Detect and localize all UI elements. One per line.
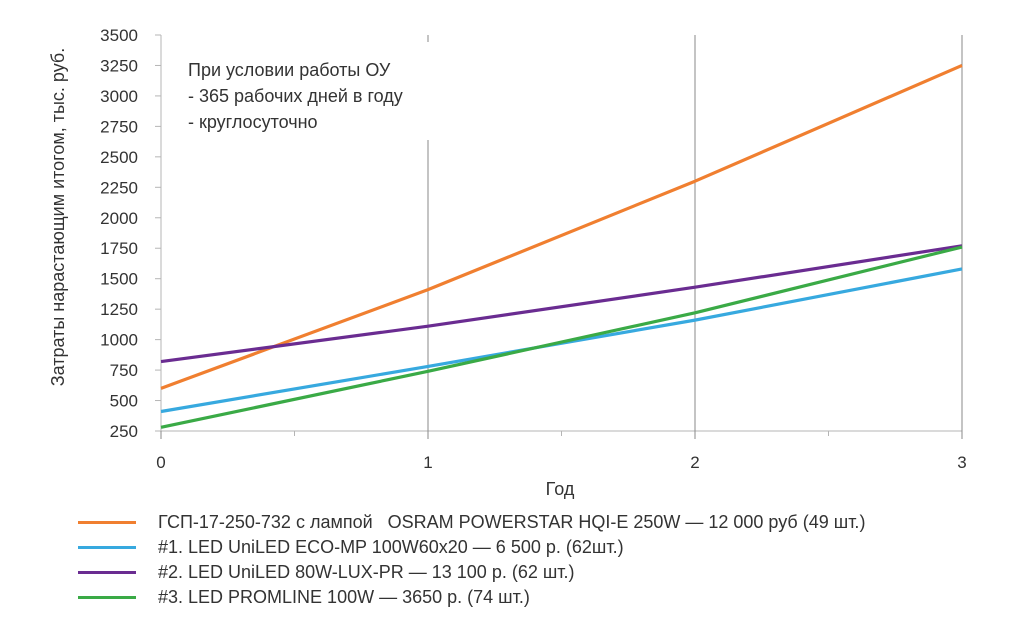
series-line-2 xyxy=(160,267,963,414)
y-axis-title: Затраты нарастающим итогом, тыс. руб. xyxy=(48,48,68,386)
annotation-line-1: При условии работы ОУ xyxy=(188,60,391,80)
legend: ГСП-17-250-732 с лампой OSRAM POWERSTAR … xyxy=(78,510,865,610)
y-tick-label: 1750 xyxy=(100,239,138,258)
legend-label: #2. LED UniLED 80W-LUX-PR — 13 100 р. (6… xyxy=(158,562,575,582)
y-tick-label: 1250 xyxy=(100,300,138,319)
y-axis: 250 500 750 1000 1250 1500 1750 2000 2250 2500 275… xyxy=(100,26,161,441)
annotation-background xyxy=(176,42,438,140)
y-tick-label: 2250 xyxy=(100,178,138,197)
legend-label: #1. LED UniLED ECO-MP 100W60x20 — 6 500 … xyxy=(158,537,624,557)
series-lines xyxy=(160,63,963,429)
legend-swatch xyxy=(78,571,136,574)
legend-item: ГСП-17-250-732 с лампой OSRAM POWERSTAR … xyxy=(78,510,865,535)
y-tick-label: 3250 xyxy=(100,56,138,75)
series-line-4 xyxy=(160,245,963,429)
x-tick-label: 1 xyxy=(423,453,432,472)
y-tick-label: 1000 xyxy=(100,331,138,350)
x-axis-title: Год xyxy=(546,479,575,499)
y-tick-label: 2000 xyxy=(100,209,138,228)
y-tick-label: 2500 xyxy=(100,148,138,167)
x-tick-label: 0 xyxy=(156,453,165,472)
x-tick-label: 3 xyxy=(957,453,966,472)
legend-item: #1. LED UniLED ECO-MP 100W60x20 — 6 500 … xyxy=(78,535,865,560)
legend-label: ГСП-17-250-732 с лампой OSRAM POWERSTAR … xyxy=(158,512,866,532)
x-tick-label: 2 xyxy=(690,453,699,472)
series-line-3 xyxy=(160,244,963,364)
y-tick-label: 500 xyxy=(110,392,138,411)
legend-swatch xyxy=(78,521,136,524)
annotation-line-3: - круглосуточно xyxy=(188,112,318,132)
y-tick-label: 3000 xyxy=(100,87,138,106)
annotation-box: При условии работы ОУ - 365 рабочих дней… xyxy=(176,42,438,140)
line-chart: 250 500 750 1000 1250 1500 1750 2000 2250 2500 275… xyxy=(48,26,967,499)
y-tick-label: 2750 xyxy=(100,117,138,136)
legend-swatch xyxy=(78,546,136,549)
x-axis: 0 1 2 3 xyxy=(156,431,967,472)
y-tick-label: 3500 xyxy=(100,26,138,45)
legend-item: #2. LED UniLED 80W-LUX-PR — 13 100 р. (6… xyxy=(78,560,865,585)
y-tick-label: 750 xyxy=(110,361,138,380)
legend-item: #3. LED PROMLINE 100W — 3650 р. (74 шт.) xyxy=(78,585,865,610)
legend-swatch xyxy=(78,596,136,599)
legend-label: #3. LED PROMLINE 100W — 3650 р. (74 шт.) xyxy=(158,587,530,607)
series-line-1 xyxy=(160,63,963,390)
annotation-line-2: - 365 рабочих дней в году xyxy=(188,86,403,106)
y-tick-label: 250 xyxy=(110,422,138,441)
y-tick-label: 1500 xyxy=(100,270,138,289)
